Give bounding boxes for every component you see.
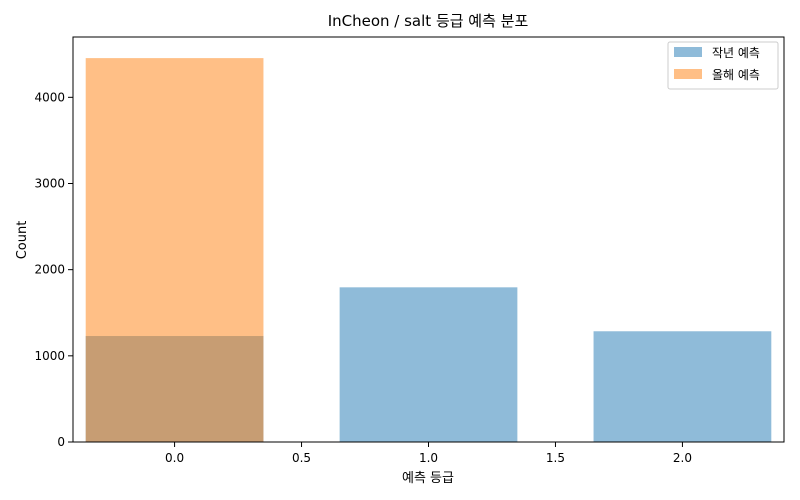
x-tick-label: 1.5 (546, 451, 565, 465)
legend-label-this-year: 올해 예측 (712, 68, 760, 82)
y-ticks: 0 1000 2000 3000 4000 (34, 90, 73, 449)
x-tick-label: 0.5 (292, 451, 311, 465)
legend-swatch-this-year (674, 69, 702, 79)
legend: 작년 예측 올해 예측 (667, 41, 779, 90)
legend-swatch-last-year (674, 47, 702, 57)
x-ticks: 0.0 0.5 1.0 1.5 2.0 (165, 442, 692, 465)
x-tick-label: 1.0 (419, 451, 438, 465)
y-tick-label: 2000 (34, 263, 65, 277)
y-tick-label: 1000 (34, 349, 65, 363)
x-tick-label: 2.0 (673, 451, 692, 465)
chart-title: InCheon / salt 등급 예측 분포 (328, 12, 529, 30)
y-tick-label: 4000 (34, 90, 65, 104)
bar-series-0-x-2 (593, 331, 772, 442)
bar-series-1-x-0 (85, 58, 264, 443)
y-tick-label: 0 (57, 435, 65, 449)
y-tick-label: 3000 (34, 176, 65, 190)
y-axis-label: Count (15, 221, 30, 260)
bars-group (85, 58, 772, 443)
x-tick-label: 0.0 (165, 451, 184, 465)
x-axis-label: 예측 등급 (402, 471, 454, 486)
legend-label-last-year: 작년 예측 (712, 46, 760, 60)
bar-series-0-x-1 (339, 287, 518, 442)
